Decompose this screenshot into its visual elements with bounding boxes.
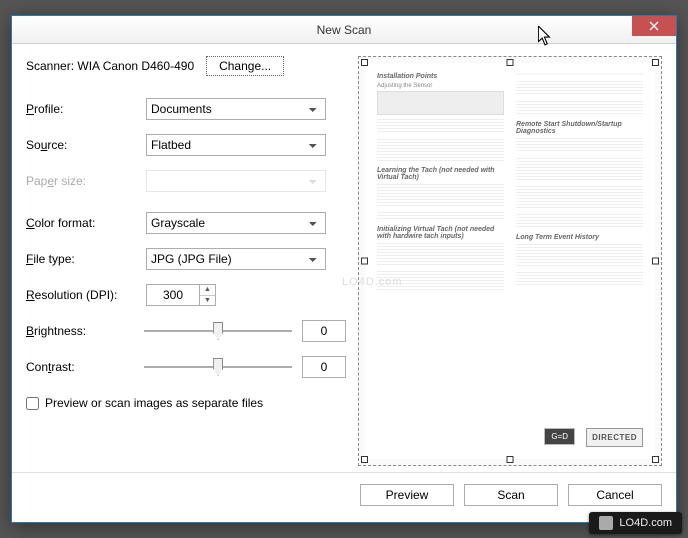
color-format-select[interactable]: Grayscale (146, 212, 326, 234)
profile-select[interactable]: Documents (146, 98, 326, 120)
doc-heading: Initializing Virtual Tach (not needed wi… (377, 226, 504, 240)
lo4d-text: LO4D.com (619, 517, 672, 529)
doc-heading: Long Term Event History (516, 234, 643, 241)
paper-size-label: Paper size: (26, 174, 146, 188)
window-title: New Scan (317, 23, 372, 37)
file-type-label: File type: (26, 252, 146, 266)
preview-button[interactable]: Preview (360, 484, 454, 506)
file-type-row: File type: JPG (JPG File) (26, 248, 346, 270)
scan-button[interactable]: Scan (464, 484, 558, 506)
slider-thumb-icon[interactable] (213, 322, 223, 340)
color-format-row: Color format: Grayscale (26, 212, 346, 234)
scanner-row: Scanner: WIA Canon D460-490 Change... (26, 56, 346, 76)
contrast-value[interactable] (302, 356, 346, 378)
dialog-footer: Preview Scan Cancel (12, 472, 676, 516)
source-label: Source: (26, 138, 146, 152)
close-icon (649, 21, 659, 31)
paper-size-select (146, 170, 326, 192)
doc-heading: Installation Points (377, 73, 504, 80)
crop-handle[interactable] (652, 59, 659, 66)
doc-heading: Remote Start Shutdown/Startup Diagnostic… (516, 121, 643, 135)
titlebar: New Scan (12, 16, 676, 44)
cancel-button[interactable]: Cancel (568, 484, 662, 506)
lo4d-watermark: LO4D.com (589, 512, 682, 534)
scanner-label: Scanner: WIA Canon D460-490 (26, 59, 194, 73)
brightness-label: Brightness: (26, 324, 144, 338)
crop-handle[interactable] (361, 59, 368, 66)
spinner-up-icon[interactable]: ▲ (200, 285, 215, 296)
crop-handle[interactable] (652, 456, 659, 463)
resolution-row: Resolution (DPI): ▲ ▼ (26, 284, 346, 306)
crop-handle[interactable] (652, 258, 659, 265)
directed-badge: DIRECTED (586, 428, 643, 447)
slider-thumb-icon[interactable] (213, 358, 223, 376)
close-button[interactable] (632, 16, 676, 36)
contrast-slider[interactable] (144, 356, 292, 378)
doc-heading: Learning the Tach (not needed with Virtu… (377, 167, 504, 181)
crop-handle[interactable] (507, 59, 514, 66)
file-type-select[interactable]: JPG (JPG File) (146, 248, 326, 270)
contrast-row: Contrast: (26, 356, 346, 378)
preview-document: Installation Points Adjusting the Sensor… (365, 63, 655, 459)
crop-handle[interactable] (507, 456, 514, 463)
crop-handle[interactable] (361, 456, 368, 463)
lo4d-icon (599, 516, 613, 530)
doc-subheading: Adjusting the Sensor (377, 83, 504, 89)
separate-files-checkbox[interactable] (26, 397, 39, 410)
color-format-label: Color format: (26, 216, 146, 230)
change-scanner-button[interactable]: Change... (206, 56, 284, 76)
separate-files-row: Preview or scan images as separate files (26, 396, 346, 410)
resolution-spinner[interactable]: ▲ ▼ (146, 284, 216, 306)
resolution-label: Resolution (DPI): (26, 288, 146, 302)
brightness-value[interactable] (302, 320, 346, 342)
contrast-label: Contrast: (26, 360, 144, 374)
new-scan-dialog: New Scan Scanner: WIA Canon D460-490 Cha… (11, 15, 677, 523)
spinner-down-icon[interactable]: ▼ (200, 296, 215, 306)
preview-panel[interactable]: Installation Points Adjusting the Sensor… (358, 56, 662, 466)
source-row: Source: Flatbed (26, 134, 346, 156)
brand-badge: G=D (544, 428, 575, 445)
brightness-slider[interactable] (144, 320, 292, 342)
crop-handle[interactable] (361, 258, 368, 265)
brightness-row: Brightness: (26, 320, 346, 342)
spinner-arrows: ▲ ▼ (200, 284, 216, 306)
separate-files-label: Preview or scan images as separate files (45, 396, 263, 410)
profile-row: Profile: Documents (26, 98, 346, 120)
content-area: Scanner: WIA Canon D460-490 Change... Pr… (12, 44, 676, 472)
resolution-input[interactable] (146, 284, 200, 306)
source-select[interactable]: Flatbed (146, 134, 326, 156)
settings-panel: Scanner: WIA Canon D460-490 Change... Pr… (26, 56, 356, 466)
paper-size-row: Paper size: (26, 170, 346, 192)
profile-label: Profile: (26, 102, 146, 116)
